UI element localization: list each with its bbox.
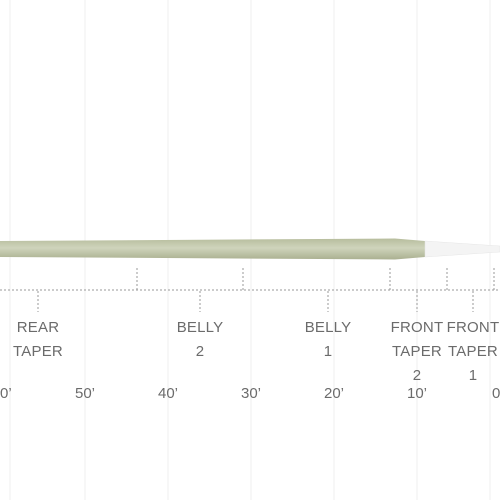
distance-label: 20’ (323, 385, 345, 402)
segment-label-rear-taper: REAR TAPER (13, 319, 63, 360)
segment-label-belly-1: BELLY 1 (304, 319, 352, 360)
distance-label: 30’ (240, 385, 262, 402)
segment-boundary-ticks (0, 268, 500, 291)
distance-label: 10’ (406, 385, 428, 402)
fly-line-tip (424, 240, 500, 258)
label-connectors (37, 291, 474, 312)
segment-label-belly-2: BELLY 2 (176, 319, 224, 360)
distance-label: 0 (492, 385, 500, 402)
distance-label: 40’ (157, 385, 179, 402)
fly-line-body (0, 238, 425, 260)
segment-label-front-taper-2: FRONT TAPER 2 (390, 319, 444, 384)
segment-label-front-taper-1: FRONT TAPER 1 (446, 319, 500, 384)
distance-label: 50’ (74, 385, 96, 402)
distance-label: 0’ (0, 385, 12, 402)
